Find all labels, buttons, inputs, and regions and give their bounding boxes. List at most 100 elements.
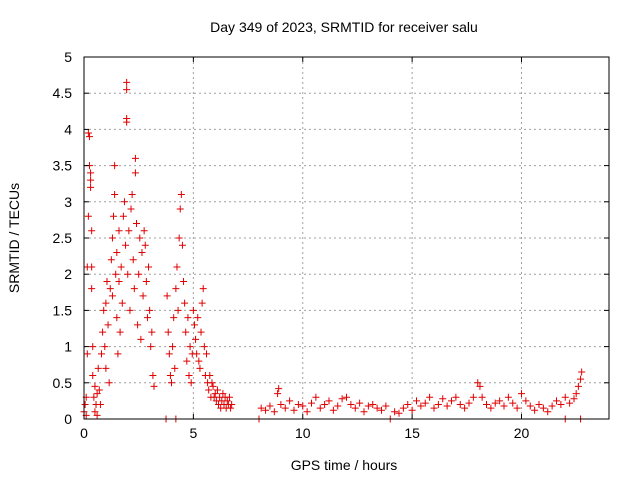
data-point [187, 379, 195, 387]
data-point [570, 395, 578, 403]
data-point [171, 364, 179, 372]
data-point [134, 321, 142, 329]
data-point [113, 314, 121, 322]
data-point [180, 277, 188, 285]
data-point [343, 393, 350, 401]
data-point [163, 292, 171, 300]
data-point [290, 406, 298, 414]
data-point [360, 408, 368, 416]
y-tick-label: 3.5 [53, 158, 73, 174]
data-point [89, 372, 97, 380]
data-point [124, 270, 132, 278]
data-point [378, 406, 385, 414]
data-point [544, 408, 552, 416]
data-point [137, 335, 145, 343]
data-point [186, 343, 194, 351]
data-point [118, 299, 126, 307]
data-point [108, 234, 116, 242]
data-point [108, 292, 116, 300]
data-point [127, 205, 135, 213]
y-tick-label: 2 [64, 266, 72, 282]
data-point [308, 399, 315, 407]
data-point [198, 299, 206, 307]
data-point [145, 263, 153, 271]
data-point [150, 382, 158, 390]
data-point [321, 401, 329, 409]
data-point [274, 390, 282, 398]
data-point [122, 241, 130, 249]
data-point [112, 270, 120, 278]
data-point [491, 399, 499, 407]
data-point [103, 277, 111, 285]
x-axis-label: GPS time / hours [291, 457, 398, 473]
data-point [439, 395, 447, 403]
data-point [102, 364, 110, 372]
data-point [426, 393, 434, 401]
data-point [351, 404, 359, 412]
data-point [382, 402, 390, 410]
data-point [225, 393, 233, 401]
data-point [142, 277, 150, 285]
axis-ticks [83, 56, 609, 420]
data-point [84, 212, 92, 220]
data-point [200, 343, 208, 351]
data-point [553, 397, 560, 405]
data-point [131, 169, 139, 177]
data-point [102, 299, 110, 307]
data-point [123, 86, 131, 94]
data-point [408, 406, 416, 414]
data-point [105, 379, 113, 387]
x-tick-label: 15 [404, 425, 420, 441]
y-tick-label: 0 [64, 411, 72, 427]
data-point [399, 404, 407, 412]
y-axis-label: SRMTID / TECUs [6, 183, 22, 293]
data-point [316, 404, 324, 412]
data-point [404, 401, 412, 409]
data-point [417, 402, 425, 410]
data-point [334, 402, 342, 410]
data-point [228, 401, 236, 409]
x-tick-label: 10 [295, 425, 311, 441]
data-point [195, 357, 203, 365]
data-point [465, 399, 473, 407]
data-point [299, 402, 307, 410]
data-point [476, 382, 484, 390]
data-point [141, 241, 149, 249]
data-point [219, 390, 227, 398]
data-point [98, 350, 105, 358]
data-point [147, 343, 155, 351]
data-point [87, 176, 95, 184]
data-point [373, 404, 381, 412]
data-point [329, 406, 337, 414]
x-tick-label: 5 [189, 425, 197, 441]
data-point [206, 372, 214, 380]
data-point [136, 234, 144, 242]
data-points [80, 78, 586, 423]
data-point [90, 393, 98, 401]
y-tick-labels: 0 0.5 1 1.5 2 2.5 3 3.5 4 4.5 5 [53, 49, 73, 427]
data-point [119, 212, 127, 220]
data-point [391, 408, 399, 416]
y-tick-label: 0.5 [53, 375, 73, 391]
y-tick-label: 5 [64, 49, 72, 65]
data-point [526, 402, 534, 410]
data-point [165, 350, 173, 358]
data-point [434, 401, 442, 409]
data-point [114, 350, 122, 358]
data-point [413, 397, 420, 405]
data-point [211, 390, 219, 398]
data-point [535, 401, 543, 409]
data-point [196, 364, 204, 372]
data-point [504, 393, 512, 401]
data-point [478, 393, 486, 401]
data-point [192, 335, 200, 343]
data-point [149, 372, 157, 380]
data-point [139, 292, 147, 300]
data-point [483, 401, 490, 409]
data-point [561, 393, 569, 401]
data-point [539, 404, 547, 412]
data-point [133, 220, 140, 228]
data-point [177, 191, 185, 199]
data-point [168, 379, 175, 387]
data-point [176, 205, 184, 213]
